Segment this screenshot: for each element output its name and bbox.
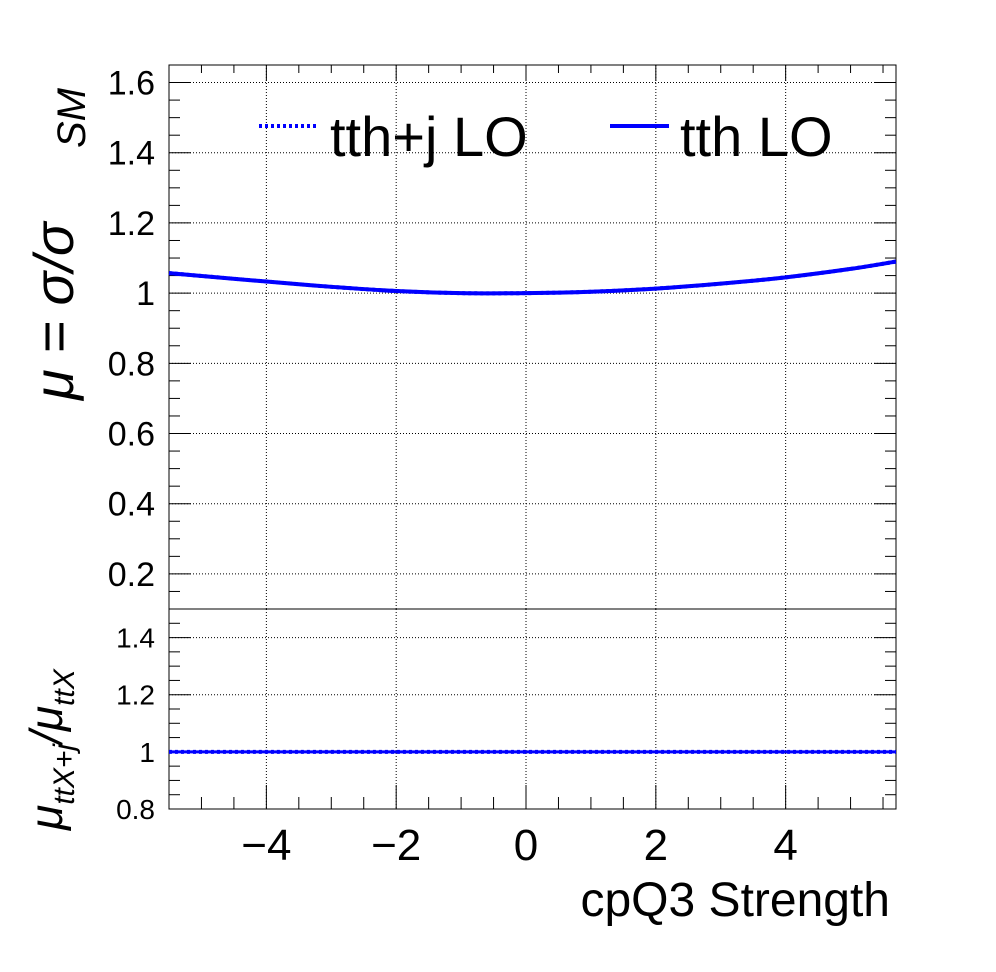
lower-y-tick-label: 1	[139, 737, 155, 768]
upper-y-tick-label: 1.4	[108, 135, 155, 173]
upper-series-line-1	[168, 259, 897, 296]
x-tick-label: 0	[514, 821, 538, 870]
x-tick-label: −2	[371, 821, 421, 870]
lower-y-axis-title-text: μttX+j/μttX	[20, 668, 81, 831]
upper-y-tick-label: 0.6	[108, 416, 155, 454]
lower-y-tick-label: 1.2	[116, 680, 155, 711]
x-tick-label: 2	[644, 821, 668, 870]
legend-label-tth-j-lo: tth+j LO	[330, 105, 528, 168]
upper-axis-ticks: 0.2 0.4 0.6 0.8 1 1.2 1.4 1.6	[108, 65, 896, 594]
x-axis-title: cpQ3 Strength	[580, 874, 890, 927]
lower-y-axis-title: μttX+j/μttX	[20, 668, 81, 831]
lower-grid	[169, 609, 896, 809]
legend: tth+j LO tth LO	[259, 105, 833, 168]
upper-y-tick-label: 1.2	[108, 205, 155, 243]
upper-y-axis-title-sub: SM	[50, 87, 94, 148]
x-tick-label: −4	[241, 821, 291, 870]
x-tick-label: 4	[773, 821, 797, 870]
upper-series	[168, 259, 897, 296]
upper-y-tick-label: 0.4	[108, 486, 155, 524]
lower-y-tick-label: 0.8	[116, 794, 155, 825]
upper-y-axis-title-main: μ = σ/σ	[22, 220, 85, 402]
lower-axis-ticks: 0.8 1 1.2 1.4 −4 −2 0 2 4	[116, 623, 896, 870]
legend-label-tth-lo: tth LO	[680, 105, 833, 168]
upper-y-tick-label: 0.2	[108, 556, 155, 594]
lower-panel-frame	[168, 608, 897, 810]
upper-y-tick-label: 0.8	[108, 345, 155, 383]
lower-y-tick-label: 1.4	[116, 623, 155, 654]
upper-y-tick-label: 1	[136, 275, 155, 313]
upper-y-axis-title: μ = σ/σ SM	[22, 87, 94, 402]
upper-y-tick-label: 1.6	[108, 65, 155, 103]
